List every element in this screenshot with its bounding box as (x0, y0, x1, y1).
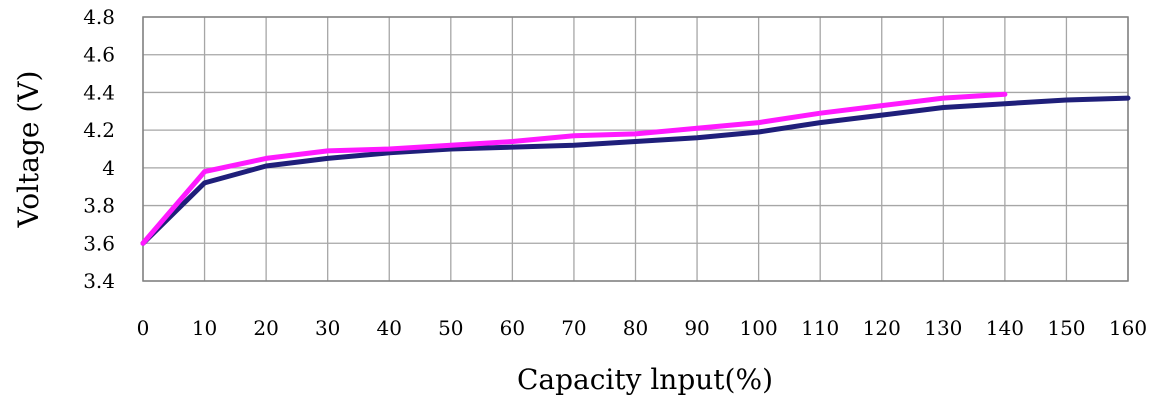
series-line-1 (140, 95, 1131, 246)
x-tick-label: 80 (623, 316, 648, 340)
x-tick-label: 160 (1109, 316, 1147, 340)
series-layer (140, 91, 1131, 246)
x-tick-label: 20 (253, 316, 278, 340)
y-tick-label: 3.4 (83, 269, 115, 293)
x-tick-label: 40 (377, 316, 402, 340)
x-tick-labels: 0 10 20 30 40 50 60 70 80 90 100 110 120 130 140 150 160 (137, 316, 1147, 340)
x-tick-label: 60 (500, 316, 525, 340)
y-tick-label: 4 (102, 156, 115, 180)
y-tick-label: 4.4 (83, 80, 115, 104)
x-tick-label: 0 (137, 316, 150, 340)
y-tick-label: 4.6 (83, 43, 115, 67)
x-tick-label: 90 (684, 316, 709, 340)
y-tick-label: 4.8 (83, 5, 115, 29)
vertical-grid-lines (142, 17, 1129, 281)
y-tick-labels: 3.4 3.6 3.8 4 4.2 4.4 4.6 4.8 (83, 5, 115, 293)
plot-area-border (142, 16, 1129, 282)
x-tick-label: 50 (438, 316, 463, 340)
x-tick-label: 10 (192, 316, 217, 340)
y-tick-label: 3.6 (83, 231, 115, 255)
y-tick-label: 4.2 (83, 118, 115, 142)
x-tick-label: 30 (315, 316, 340, 340)
y-tick-label: 3.8 (83, 194, 115, 218)
x-tick-label: 100 (740, 316, 778, 340)
x-tick-label: 130 (924, 316, 962, 340)
x-tick-label: 70 (561, 316, 586, 340)
y-axis-title: Voltage (V) (12, 71, 45, 229)
x-tick-label: 110 (801, 316, 839, 340)
series-line-2 (140, 91, 1008, 246)
x-tick-label: 150 (1047, 316, 1085, 340)
x-tick-label: 140 (986, 316, 1024, 340)
x-tick-label: 120 (863, 316, 901, 340)
x-axis-title: Capacity lnput(%) (517, 363, 773, 396)
